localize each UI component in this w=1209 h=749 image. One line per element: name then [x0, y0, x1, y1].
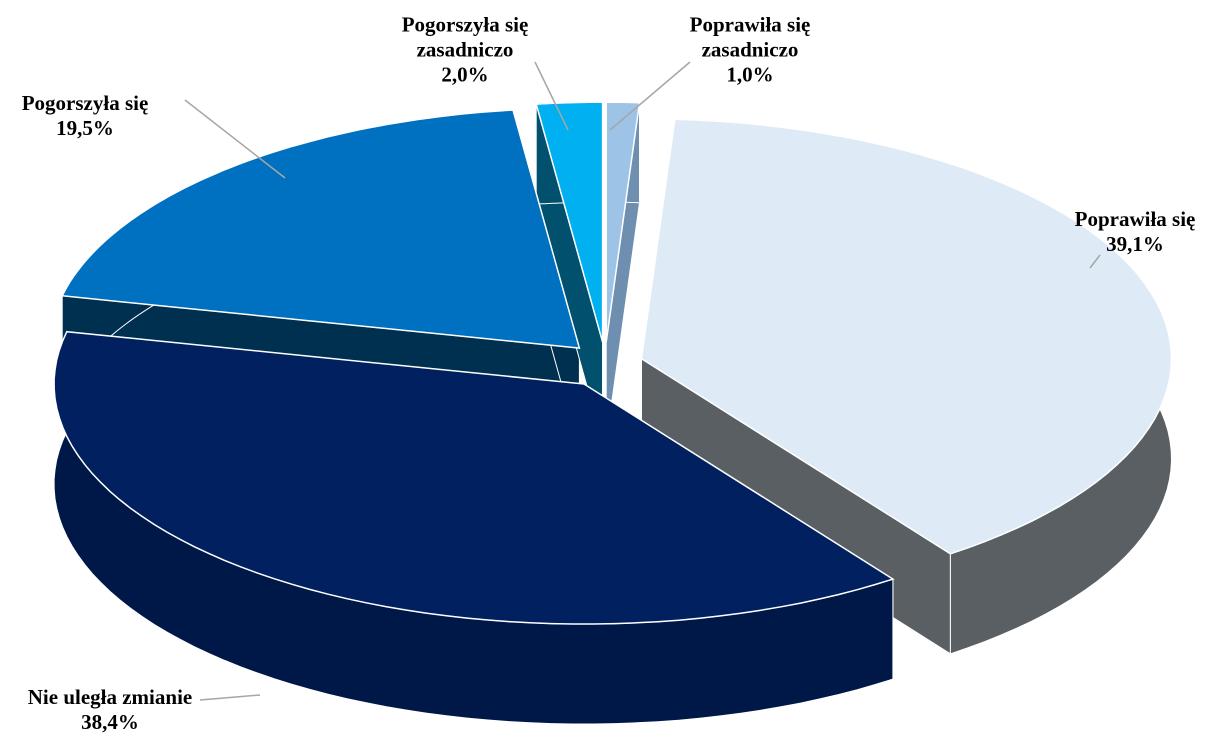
leader-line [534, 61, 569, 131]
leader-line [1089, 254, 1101, 269]
leader-line [199, 694, 261, 701]
value-label: 19,5% [56, 116, 114, 140]
category-label: Poprawiła się [1074, 207, 1196, 231]
value-label: 2,0% [441, 62, 489, 87]
data-label: Poprawiła się zasadniczo 1,0% [675, 13, 825, 88]
category-label: Poprawiła się zasadniczo [689, 12, 811, 62]
leader-line [184, 99, 286, 179]
category-label: Nie uległa zmianie [27, 685, 193, 709]
value-label: 1,0% [726, 62, 774, 87]
data-label: Nie uległa zmianie 38,4% [0, 685, 240, 735]
category-label: Pogorszyła się zasadniczo [401, 12, 529, 62]
data-label: Pogorszyła się 19,5% [0, 91, 175, 141]
slice [640, 118, 1173, 555]
slice [61, 109, 581, 349]
leader-line [609, 61, 691, 131]
slice [53, 330, 895, 625]
data-label: Poprawiła się 39,1% [1050, 207, 1209, 257]
category-label: Pogorszyła się [21, 91, 149, 115]
slice [535, 101, 604, 343]
data-label: Pogorszyła się zasadniczo 2,0% [390, 13, 540, 88]
value-label: 39,1% [1106, 232, 1164, 256]
slice [605, 101, 641, 343]
value-label: 38,4% [81, 710, 139, 734]
